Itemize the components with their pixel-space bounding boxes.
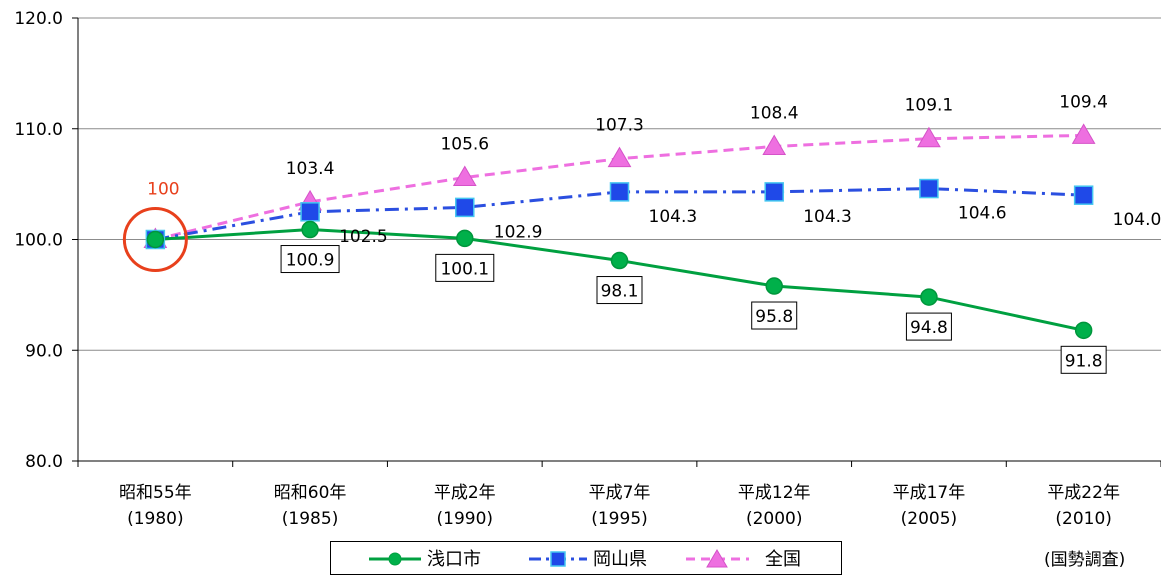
series-layer: [143, 123, 1096, 340]
data-label-okayama: 104.6: [958, 204, 1007, 224]
x-tick-label-year: (1985): [282, 509, 339, 529]
data-label-asakuchi: 94.8: [910, 318, 948, 338]
series-point-national: [1071, 123, 1096, 144]
gridlines: [78, 17, 1161, 351]
y-tick-label: 110.0: [14, 120, 63, 140]
y-tick-label: 80.0: [25, 452, 63, 472]
base-annotation: 100: [122, 180, 188, 272]
series-point-national: [762, 134, 787, 155]
data-label-national: 107.3: [595, 116, 644, 136]
data-label-asakuchi: 91.8: [1065, 351, 1103, 371]
x-tick-label: 平成12年: [738, 483, 811, 503]
x-tick-label-year: (1990): [437, 509, 494, 529]
legend-item-asakuchi: 浅口市: [369, 549, 481, 570]
data-label-asakuchi: 98.1: [601, 282, 639, 302]
data-label-asakuchi: 100.1: [440, 259, 489, 279]
x-tick-label: 平成17年: [893, 483, 966, 503]
data-label-okayama: 104.3: [649, 207, 698, 227]
data-label-box-asakuchi: [905, 312, 952, 341]
source-note: (国勢調査): [1044, 550, 1126, 570]
data-label-box-asakuchi: [435, 253, 495, 282]
data-label-national: 105.6: [440, 134, 489, 154]
series-point-okayama: [919, 178, 939, 199]
x-tick-label-year: (2005): [901, 509, 958, 529]
y-tick-label: 100.0: [14, 231, 63, 251]
series-point-asakuchi: [610, 251, 629, 270]
axes: 80.0 90.0 100.0 110.0 120.0 昭和55年 (1980) 昭和60年 (…: [14, 9, 1161, 529]
data-label-national: 109.1: [905, 96, 954, 116]
data-label-national: 109.4: [1059, 92, 1108, 112]
data-label-okayama: 104.3: [803, 207, 852, 227]
legend-item-national: 全国: [686, 549, 801, 570]
series-point-national: [917, 126, 941, 148]
data-labels: 103.4 105.6 107.3 108.4 109.1 109.4 102.5 102.9…: [280, 92, 1161, 374]
series-point-okayama: [764, 182, 784, 202]
series-point-okayama: [455, 197, 475, 218]
series-point-asakuchi: [920, 288, 938, 306]
x-tick-label: 昭和60年: [274, 483, 347, 503]
legend-marker-okayama: [550, 551, 566, 567]
base-annotation-label: 100: [147, 180, 179, 200]
x-tick-label: 平成7年: [589, 483, 651, 503]
data-label-box-asakuchi: [280, 245, 340, 274]
series-point-national: [452, 165, 477, 186]
data-label-box-asakuchi: [1060, 345, 1107, 374]
y-tick-label: 120.0: [14, 9, 63, 29]
x-tick-label-year: (2010): [1055, 509, 1112, 529]
x-tick-label-year: (1995): [591, 509, 648, 529]
data-label-asakuchi: 95.8: [755, 307, 793, 327]
data-label-asakuchi: 100.9: [286, 251, 335, 271]
series-point-asakuchi: [765, 277, 783, 295]
series-point-asakuchi: [146, 230, 165, 249]
legend-marker-asakuchi: [388, 552, 402, 566]
base-highlight-circle: [122, 207, 188, 272]
x-tick-label-year: (1980): [127, 509, 184, 529]
data-label-box-asakuchi: [751, 301, 798, 330]
series-point-okayama: [1073, 185, 1094, 205]
series-point-asakuchi: [301, 220, 319, 239]
x-tick-label: 昭和55年: [119, 483, 192, 503]
data-label-okayama: 104.0: [1113, 210, 1161, 230]
data-label-okayama: 102.9: [494, 222, 543, 242]
legend-label-asakuchi: 浅口市: [427, 549, 481, 570]
series-point-okayama: [609, 182, 630, 202]
x-tick-label: 平成2年: [434, 483, 496, 503]
legend-marker-national: [706, 549, 728, 568]
legend-label-national: 全国: [765, 549, 801, 570]
data-label-okayama: 102.5: [339, 227, 388, 247]
series-point-asakuchi: [456, 229, 474, 248]
data-label-box-asakuchi: [596, 276, 643, 305]
series-point-okayama: [300, 202, 320, 222]
legend-item-okayama: 岡山県: [529, 549, 647, 570]
data-label-national: 103.4: [286, 159, 335, 179]
data-label-national: 108.4: [750, 103, 799, 123]
x-tick-label-year: (2000): [746, 509, 803, 529]
legend-label-okayama: 岡山県: [593, 549, 647, 570]
legend: 浅口市 岡山県 全国: [330, 541, 842, 575]
population-index-chart: 80.0 90.0 100.0 110.0 120.0 昭和55年 (1980) 昭和60年 (…: [14, 9, 1161, 529]
series-point-asakuchi: [1074, 321, 1093, 340]
series-point-national: [607, 146, 632, 168]
y-tick-label: 90.0: [25, 341, 63, 361]
x-tick-label: 平成22年: [1047, 483, 1120, 503]
